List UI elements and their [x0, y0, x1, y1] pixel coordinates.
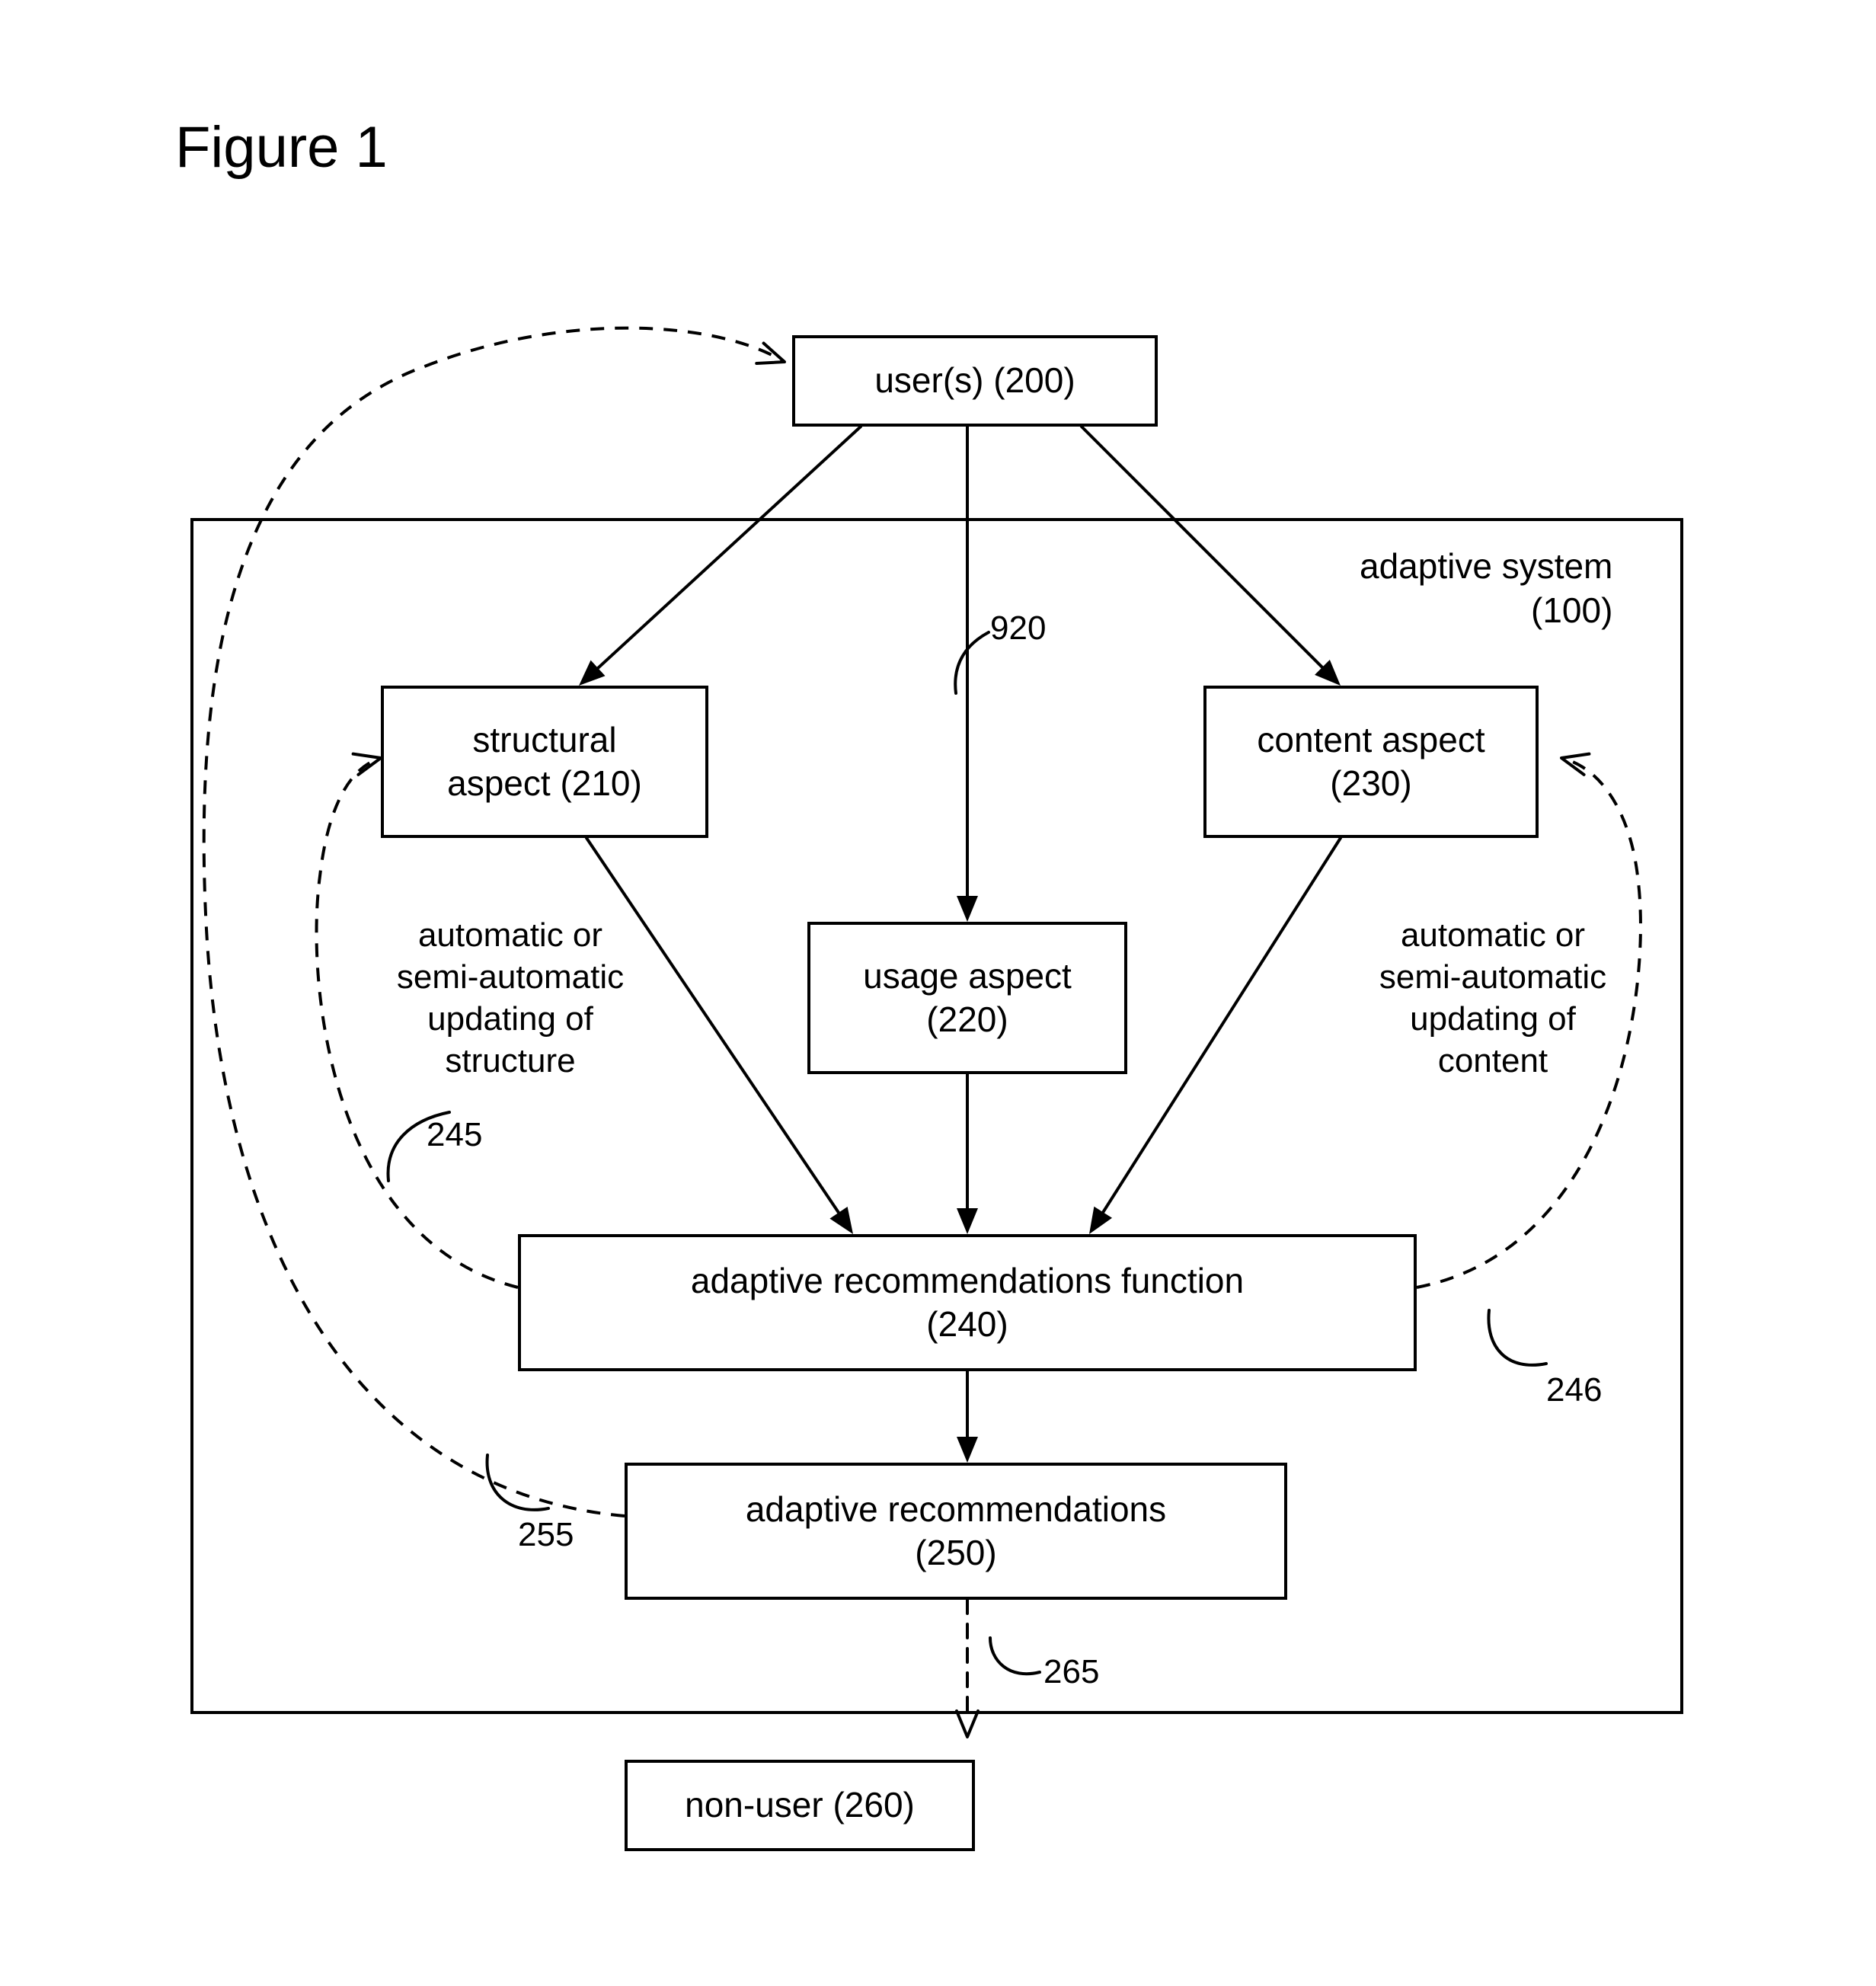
- usage-aspect-node: usage aspect(220): [807, 922, 1127, 1074]
- structural-aspect-node: structuralaspect (210): [381, 686, 708, 838]
- users-label: user(s) (200): [874, 359, 1075, 403]
- adaptive-recommendations-node: adaptive recommendations(250): [625, 1463, 1287, 1600]
- update-content-label: automatic orsemi-automaticupdating ofcon…: [1341, 914, 1645, 1082]
- usage-label: usage aspect(220): [863, 955, 1072, 1042]
- structural-label: structuralaspect (210): [447, 718, 642, 806]
- users-node: user(s) (200): [792, 335, 1158, 427]
- ref-255: 255: [518, 1516, 574, 1554]
- content-aspect-node: content aspect(230): [1203, 686, 1539, 838]
- update-structure-label: automatic orsemi-automaticupdating ofstr…: [358, 914, 663, 1082]
- adaptive-system-label-line2: (100): [1531, 590, 1612, 630]
- func-label: adaptive recommendations function(240): [691, 1259, 1244, 1347]
- figure-title: Figure 1: [175, 114, 388, 181]
- diagram-stage: Figure 1 adaptive system (100) user(s) (…: [0, 0, 1876, 1986]
- adaptive-system-label-line1: adaptive system: [1360, 546, 1612, 586]
- non-user-node: non-user (260): [625, 1760, 975, 1851]
- adaptive-system-label: adaptive system (100): [1360, 545, 1612, 632]
- ref-920: 920: [990, 609, 1046, 648]
- content-label: content aspect(230): [1257, 718, 1485, 806]
- adaptive-recommendations-function-node: adaptive recommendations function(240): [518, 1234, 1417, 1371]
- nonuser-label: non-user (260): [685, 1783, 915, 1828]
- ref-265: 265: [1043, 1653, 1099, 1691]
- recs-label: adaptive recommendations(250): [746, 1488, 1166, 1575]
- ref-245: 245: [427, 1116, 482, 1154]
- ref-246: 246: [1546, 1371, 1602, 1409]
